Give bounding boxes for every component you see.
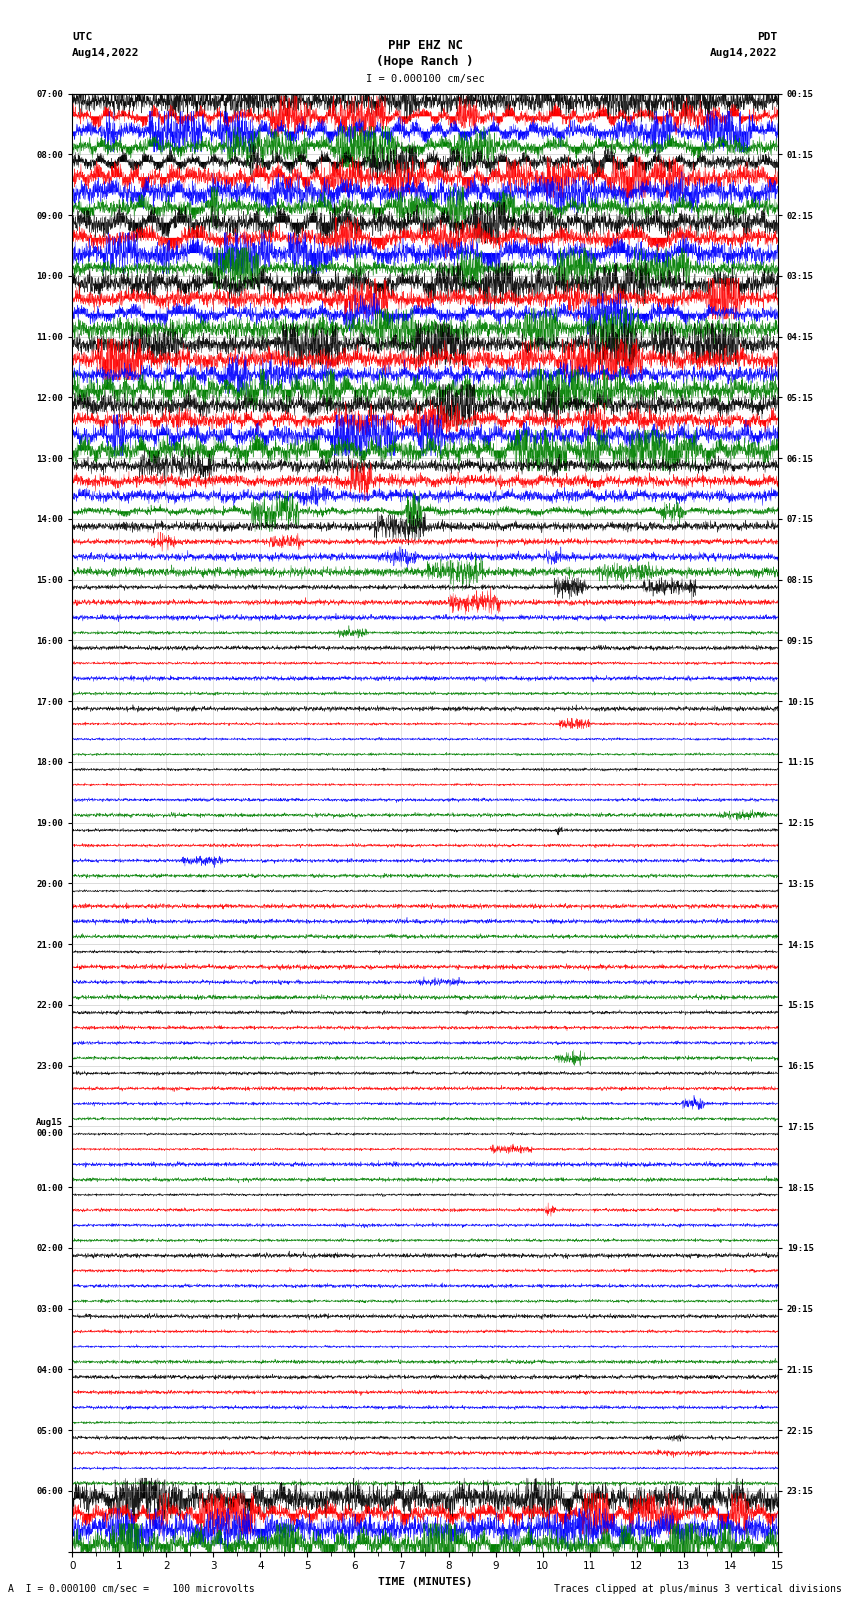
Text: PDT: PDT xyxy=(757,32,778,42)
Text: Traces clipped at plus/minus 3 vertical divisions: Traces clipped at plus/minus 3 vertical … xyxy=(553,1584,842,1594)
Text: (Hope Ranch ): (Hope Ranch ) xyxy=(377,55,473,68)
Text: A  I = 0.000100 cm/sec =    100 microvolts: A I = 0.000100 cm/sec = 100 microvolts xyxy=(8,1584,255,1594)
Text: I = 0.000100 cm/sec: I = 0.000100 cm/sec xyxy=(366,74,484,84)
Text: Aug14,2022: Aug14,2022 xyxy=(711,48,778,58)
X-axis label: TIME (MINUTES): TIME (MINUTES) xyxy=(377,1578,473,1587)
Text: PHP EHZ NC: PHP EHZ NC xyxy=(388,39,462,52)
Text: UTC: UTC xyxy=(72,32,93,42)
Text: Aug14,2022: Aug14,2022 xyxy=(72,48,139,58)
